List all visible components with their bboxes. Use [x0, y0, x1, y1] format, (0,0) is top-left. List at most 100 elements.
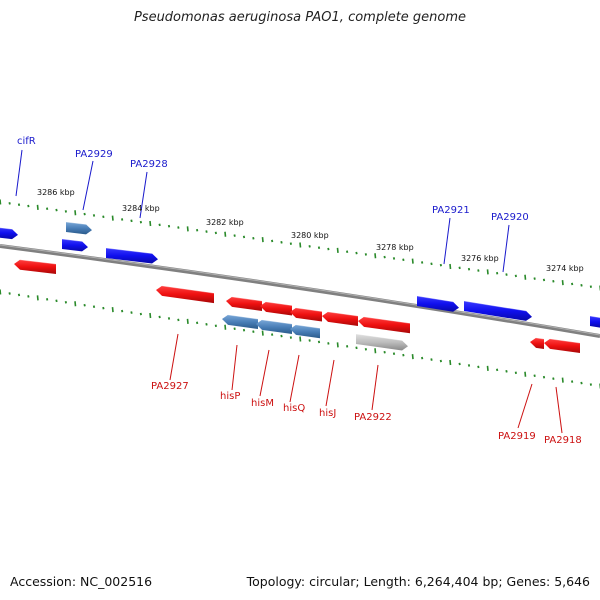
scale-tick-upper	[449, 263, 452, 270]
gene-PA2922[interactable]	[358, 316, 410, 334]
gene-label-hisM[interactable]: hisM	[251, 398, 274, 409]
gene-label-hisQ[interactable]: hisQ	[283, 403, 305, 414]
scale-tick-lower	[355, 346, 358, 350]
scale-tick-lower	[542, 375, 546, 379]
gene-label-PA2920[interactable]: PA2920	[491, 212, 529, 223]
scale-tick-lower	[252, 330, 255, 333]
scale-tick-lower	[580, 381, 583, 385]
scale-tick-upper	[411, 258, 414, 264]
scale-tick-upper	[477, 269, 480, 272]
scale-tick-upper	[83, 212, 86, 216]
scale-tick-upper	[439, 263, 443, 267]
gene-PA2918[interactable]	[544, 338, 580, 354]
gene-PA2918-highlight	[549, 338, 581, 344]
scale-tick-upper	[167, 224, 171, 228]
gene-hisP[interactable]	[226, 296, 262, 312]
gene-label-hisP[interactable]: hisP	[220, 391, 240, 402]
scale-tick-upper	[36, 204, 39, 210]
scale-tick-lower	[242, 328, 246, 332]
gene-label-cifR[interactable]: cifR	[17, 136, 36, 147]
scale-tick-upper	[261, 237, 264, 243]
gene-label-PA2919[interactable]: PA2919	[498, 431, 536, 442]
genome-backbone	[0, 244, 600, 338]
scale-tick-upper	[420, 261, 424, 264]
gene-edge-right[interactable]	[590, 316, 600, 328]
gene-PA2919[interactable]	[530, 337, 544, 349]
gene-label-hisJ[interactable]: hisJ	[319, 408, 336, 419]
scale-tick-lower	[36, 295, 39, 301]
scale-tick-lower	[214, 324, 218, 328]
scale-tick-upper	[205, 230, 208, 233]
scale-tick-lower	[74, 301, 77, 307]
scale-tick-lower	[308, 339, 311, 342]
gene-PA2921[interactable]	[417, 296, 459, 312]
gene-pseudo[interactable]	[356, 334, 408, 351]
scale-tick-upper	[327, 247, 330, 251]
scale-tick-lower	[289, 336, 293, 339]
gene-PA2927-left[interactable]	[14, 259, 56, 275]
gene-hisJ[interactable]	[322, 311, 358, 327]
gene-PA2927[interactable]	[156, 285, 214, 304]
scale-tick-lower	[458, 362, 461, 366]
gene-cifR[interactable]	[0, 227, 18, 240]
scale-tick-upper	[149, 220, 152, 227]
scale-tick-lower	[374, 348, 377, 354]
gene-PA2920-highlight	[463, 300, 527, 312]
gene-his-op-3[interactable]	[290, 324, 320, 339]
scale-tick-upper	[495, 271, 499, 275]
scale-tick-lower	[552, 377, 555, 380]
gene-PA2920[interactable]	[464, 301, 532, 321]
scale-tick-upper	[45, 207, 49, 211]
gene-label-PA2928[interactable]: PA2928	[130, 159, 168, 170]
gene-his-op-2[interactable]	[256, 319, 292, 335]
gene-hisQ[interactable]	[290, 307, 322, 322]
scale-tick-lower	[402, 353, 405, 357]
scale-tick-lower	[524, 371, 527, 377]
scale-tick-lower	[270, 333, 274, 336]
scale-tick-lower	[102, 306, 105, 310]
gene-label-PA2927[interactable]: PA2927	[151, 381, 189, 392]
scale-tick-upper	[505, 273, 508, 276]
scale-tick-lower	[139, 312, 143, 316]
leader-PA2922	[371, 364, 379, 411]
scale-tick-lower	[336, 342, 339, 348]
scale-label: 3286 kbp	[37, 188, 75, 197]
scale-tick-lower	[158, 315, 161, 319]
gene-label-PA2929[interactable]: PA2929	[75, 149, 113, 160]
scale-tick-upper	[17, 203, 21, 206]
gene-his-op-2-highlight	[261, 319, 293, 325]
scale-tick-lower	[111, 307, 114, 313]
scale-tick-lower	[177, 318, 180, 322]
scale-tick-upper	[299, 242, 302, 248]
scale-tick-lower	[561, 377, 564, 383]
gene-his-op-1[interactable]	[222, 314, 258, 330]
scale-tick-upper	[242, 235, 246, 239]
gene-PA2929[interactable]	[66, 222, 92, 235]
gene-PA2928[interactable]	[106, 248, 158, 264]
scale-tick-upper	[74, 210, 77, 216]
gene-hisM[interactable]	[260, 301, 292, 316]
scale-label: 3284 kbp	[122, 204, 160, 213]
scale-tick-upper	[308, 245, 311, 248]
scale-label: 3274 kbp	[546, 264, 584, 273]
scale-tick-upper	[345, 250, 349, 254]
gene-PA2929-fwd[interactable]	[62, 239, 88, 252]
leader-PA2921	[443, 217, 451, 265]
scale-tick-lower	[280, 334, 283, 338]
gene-label-PA2921[interactable]: PA2921	[432, 205, 470, 216]
gene-label-PA2918[interactable]: PA2918	[544, 435, 582, 446]
scale-tick-lower	[120, 309, 124, 313]
scale-tick-upper	[317, 246, 321, 249]
leader-PA2920	[502, 224, 510, 273]
scale-tick-lower	[195, 321, 199, 325]
leader-cifR	[15, 149, 23, 197]
scale-tick-upper	[92, 214, 96, 217]
scale-tick-upper	[524, 274, 527, 280]
scale-tick-upper	[102, 215, 105, 219]
gene-PA2919-highlight	[535, 337, 545, 340]
scale-tick-lower	[224, 324, 227, 330]
leader-PA2918	[555, 386, 563, 434]
scale-tick-upper	[383, 255, 386, 259]
gene-label-PA2922[interactable]: PA2922	[354, 412, 392, 423]
scale-tick-upper	[252, 236, 255, 240]
